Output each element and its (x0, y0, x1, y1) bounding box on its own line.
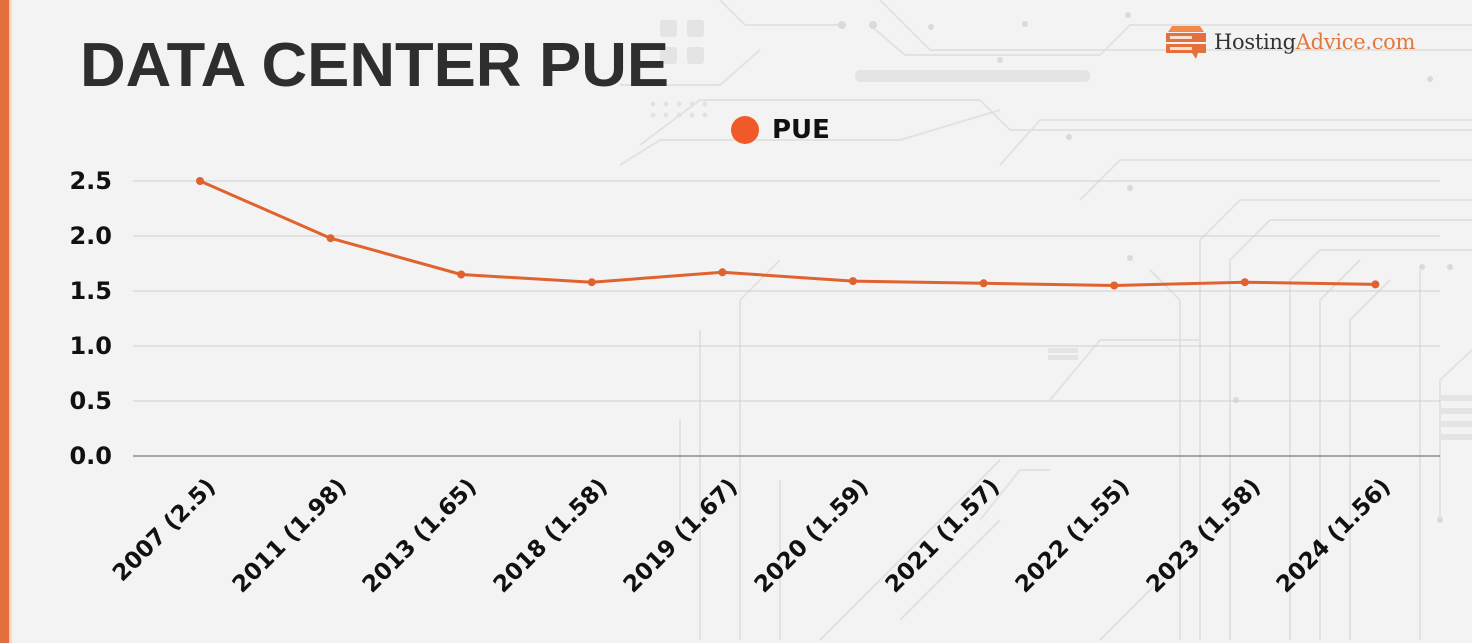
gridlines (133, 180, 1440, 457)
data-point (979, 279, 988, 288)
legend-label: PUE (772, 115, 830, 145)
server-speech-bubble-icon (1166, 26, 1206, 59)
data-point (457, 270, 466, 279)
y-tick-label: 1.0 (69, 332, 112, 360)
data-point (326, 234, 335, 243)
chart-title: DATA CENTER PUE (80, 31, 670, 100)
data-point (1371, 280, 1380, 289)
accent-stripe (0, 0, 13, 643)
data-point (587, 278, 596, 287)
pue-data-points (196, 177, 1380, 290)
chart-legend: PUE (731, 115, 830, 145)
hostingadvice-logo[interactable]: HostingAdvice.com (1164, 24, 1415, 60)
y-tick-label: 1.5 (69, 277, 112, 305)
data-point (849, 277, 857, 286)
y-tick-label: 2.0 (69, 222, 112, 250)
data-point (718, 268, 727, 277)
y-tick-label: 0.5 (69, 387, 112, 415)
logo-wordmark: HostingAdvice.com (1214, 30, 1416, 54)
y-tick-label: 0.0 (69, 442, 112, 470)
y-tick-label: 2.5 (69, 167, 112, 195)
data-point (1110, 281, 1119, 290)
data-point (1240, 278, 1249, 287)
pue-series-line (199, 179, 1376, 287)
data-point (196, 177, 204, 185)
legend-marker-icon (731, 116, 759, 144)
